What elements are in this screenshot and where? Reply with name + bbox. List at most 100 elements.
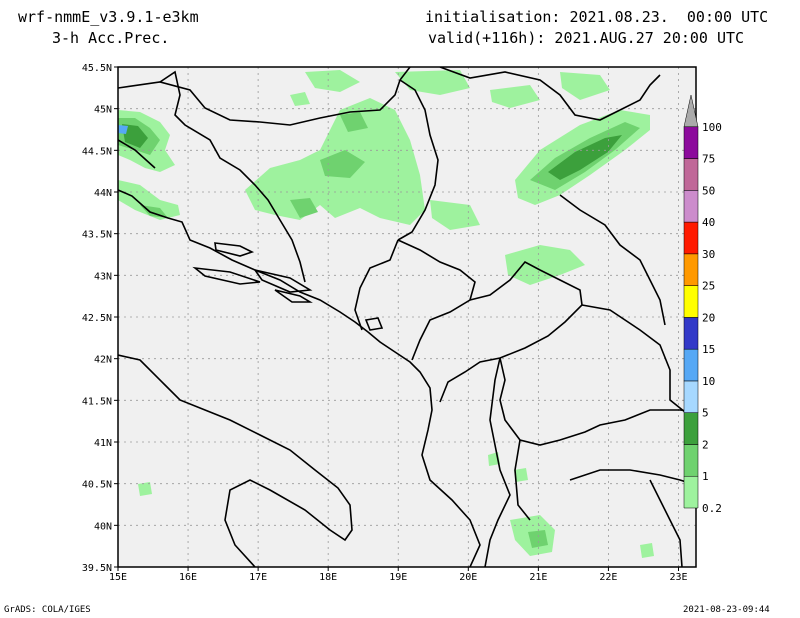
border — [397, 239, 476, 361]
lon-tick-label: 20E — [459, 572, 477, 583]
precip-area — [140, 205, 168, 218]
lon-tick-label: 21E — [529, 572, 547, 583]
legend-swatch — [683, 348, 699, 382]
legend-threshold-label: 5 — [702, 407, 709, 420]
precip-area — [560, 72, 610, 100]
legend-swatch — [683, 412, 699, 445]
legend-swatch — [683, 126, 699, 159]
border — [649, 479, 683, 567]
legend-swatch — [683, 444, 699, 477]
legend-threshold-label: 20 — [702, 311, 715, 324]
legend-threshold-label: 50 — [702, 184, 715, 197]
precip-area — [505, 245, 585, 285]
precip-area — [548, 135, 622, 180]
island — [214, 242, 255, 257]
border — [397, 79, 439, 241]
island — [274, 289, 313, 303]
border — [499, 357, 696, 446]
border — [159, 70, 306, 283]
lat-tick-label: 40.5N — [82, 480, 112, 491]
legend-threshold-label: 2 — [702, 438, 709, 451]
precip-area — [305, 70, 360, 92]
render-timestamp: 2021-08-23-09:44 — [683, 605, 770, 615]
lat-tick-label: 41.5N — [82, 396, 112, 407]
lat-tick-label: 42.5N — [82, 313, 112, 324]
legend-threshold-label: 1 — [702, 470, 709, 483]
initialisation-time: initialisation: 2021.08.23. 00:00 UTC — [425, 8, 769, 26]
border — [439, 260, 583, 403]
legend-swatch — [683, 158, 699, 191]
precip-area — [640, 543, 654, 558]
border — [559, 194, 666, 326]
lat-tick-label: 43N — [94, 271, 112, 282]
lat-tick-label: 40N — [94, 521, 112, 532]
coastline — [118, 139, 156, 169]
border — [569, 469, 696, 486]
software-credit: GrADS: COLA/IGES — [4, 605, 91, 615]
precip-area — [340, 112, 368, 132]
lat-tick-label: 45N — [94, 105, 112, 116]
border — [619, 74, 661, 111]
border — [484, 357, 511, 567]
legend-swatch — [683, 475, 699, 509]
border — [354, 239, 399, 331]
lon-tick-label: 16E — [179, 572, 197, 583]
precip-area — [138, 482, 152, 496]
precip-area — [290, 198, 318, 218]
border — [514, 439, 531, 521]
precipitation-areas — [118, 70, 654, 558]
precip-area — [118, 125, 128, 134]
graticule — [118, 67, 696, 567]
model-name: wrf-nmmE_v3.9.1-e3km — [18, 8, 199, 26]
legend-swatch — [683, 253, 699, 286]
precip-area — [528, 530, 548, 548]
longitude-labels: 15E 16E 17E 18E 19E 20E 21E 22E 23E — [109, 567, 688, 583]
product-name: 3-h Acc.Prec. — [52, 29, 170, 47]
lat-tick-label: 43.5N — [82, 230, 112, 241]
lon-tick-label: 22E — [599, 572, 617, 583]
island — [192, 266, 261, 285]
legend-swatch — [683, 285, 699, 318]
lon-tick-label: 15E — [109, 572, 127, 583]
lon-tick-label: 19E — [389, 572, 407, 583]
lat-tick-label: 39.5N — [82, 563, 112, 574]
precip-area — [490, 85, 540, 108]
precip-area — [430, 200, 480, 230]
border — [118, 67, 411, 126]
precip-area — [320, 150, 365, 178]
lat-tick-label: 45.5N — [82, 63, 112, 74]
island — [253, 268, 313, 293]
coastline — [118, 354, 353, 567]
legend-threshold-label: 100 — [702, 121, 722, 134]
legend-swatch — [683, 94, 699, 128]
legend-threshold-label: 30 — [702, 248, 715, 261]
legend-threshold-label: 15 — [702, 343, 715, 356]
legend-threshold-label: 10 — [702, 375, 715, 388]
legend-swatch — [683, 380, 699, 413]
legend-swatch — [683, 190, 699, 223]
precip-area — [122, 124, 148, 148]
legend-threshold-label: 75 — [702, 153, 715, 166]
border — [439, 67, 621, 121]
legend-threshold-label: 0.2 — [702, 502, 722, 515]
lat-tick-label: 44N — [94, 188, 112, 199]
legend-swatch — [683, 317, 699, 350]
lat-tick-label: 42N — [94, 355, 112, 366]
lon-tick-label: 23E — [669, 572, 687, 583]
legend-swatch — [683, 221, 699, 255]
lon-tick-label: 18E — [319, 572, 337, 583]
island — [364, 317, 384, 331]
lat-tick-label: 44.5N — [82, 146, 112, 157]
coastlines-borders — [118, 67, 696, 567]
valid-time: valid(+116h): 2021.AUG.27 20:00 UTC — [428, 29, 745, 47]
legend-threshold-label: 25 — [702, 280, 715, 293]
lon-tick-label: 17E — [249, 572, 267, 583]
precip-area — [118, 180, 180, 220]
lat-tick-label: 41N — [94, 438, 112, 449]
latitude-labels: 45.5N 45N 44.5N 44N 43.5N 43N 42.5N 42N 41.5N 41N… — [82, 63, 118, 574]
precip-area — [514, 468, 528, 482]
precip-area — [290, 92, 310, 106]
legend-threshold-label: 40 — [702, 216, 715, 229]
